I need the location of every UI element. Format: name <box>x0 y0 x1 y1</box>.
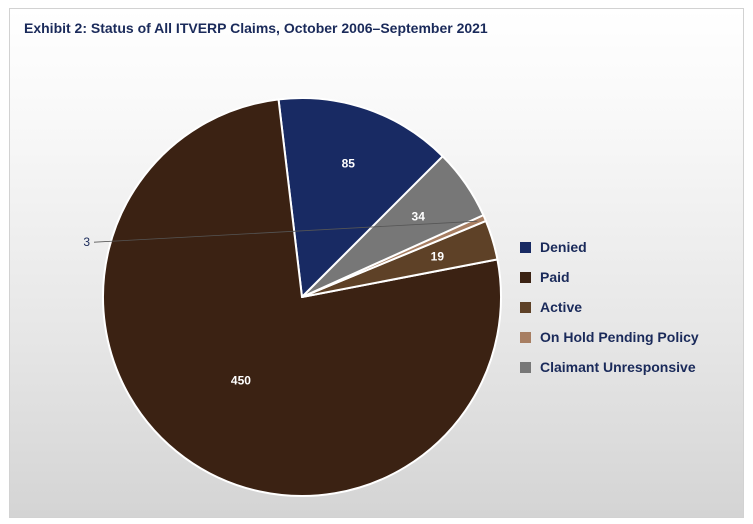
legend-item-active: Active <box>520 292 699 322</box>
data-label-denied: 85 <box>342 157 356 171</box>
pie-slice-claimant-unresponsive <box>301 155 485 298</box>
leader-line-on-hold-pending-policy <box>93 220 478 243</box>
legend-label-denied: Denied <box>540 239 587 255</box>
legend-swatch-denied <box>520 241 531 253</box>
pie-labels: 85 450 19 3 34 <box>83 157 478 388</box>
legend-item-paid: Paid <box>520 262 699 292</box>
data-label-active: 19 <box>431 249 445 263</box>
legend-label-on-hold: On Hold Pending Policy <box>540 329 699 345</box>
legend-swatch-claimant-unresponsive <box>520 361 531 373</box>
pie-slice-denied <box>277 97 444 298</box>
data-label-claimant-unresponsive: 34 <box>412 210 426 224</box>
chart-title: Exhibit 2: Status of All ITVERP Claims, … <box>24 20 488 36</box>
data-label-on-hold-pending-policy: 3 <box>83 235 90 249</box>
pie-slices <box>102 97 502 497</box>
legend-label-claimant-unresponsive: Claimant Unresponsive <box>540 359 696 375</box>
legend-swatch-paid <box>520 271 531 283</box>
legend-item-denied: Denied <box>520 232 699 262</box>
chart-legend: Denied Paid Active On Hold Pending Polic… <box>520 232 699 382</box>
legend-item-on-hold: On Hold Pending Policy <box>520 322 699 352</box>
legend-swatch-active <box>520 301 531 313</box>
legend-swatch-on-hold <box>520 331 531 343</box>
legend-label-active: Active <box>540 299 583 315</box>
data-label-paid: 450 <box>231 374 251 388</box>
legend-label-paid: Paid <box>540 269 570 285</box>
legend-item-claimant-unresponsive: Claimant Unresponsive <box>520 352 699 382</box>
